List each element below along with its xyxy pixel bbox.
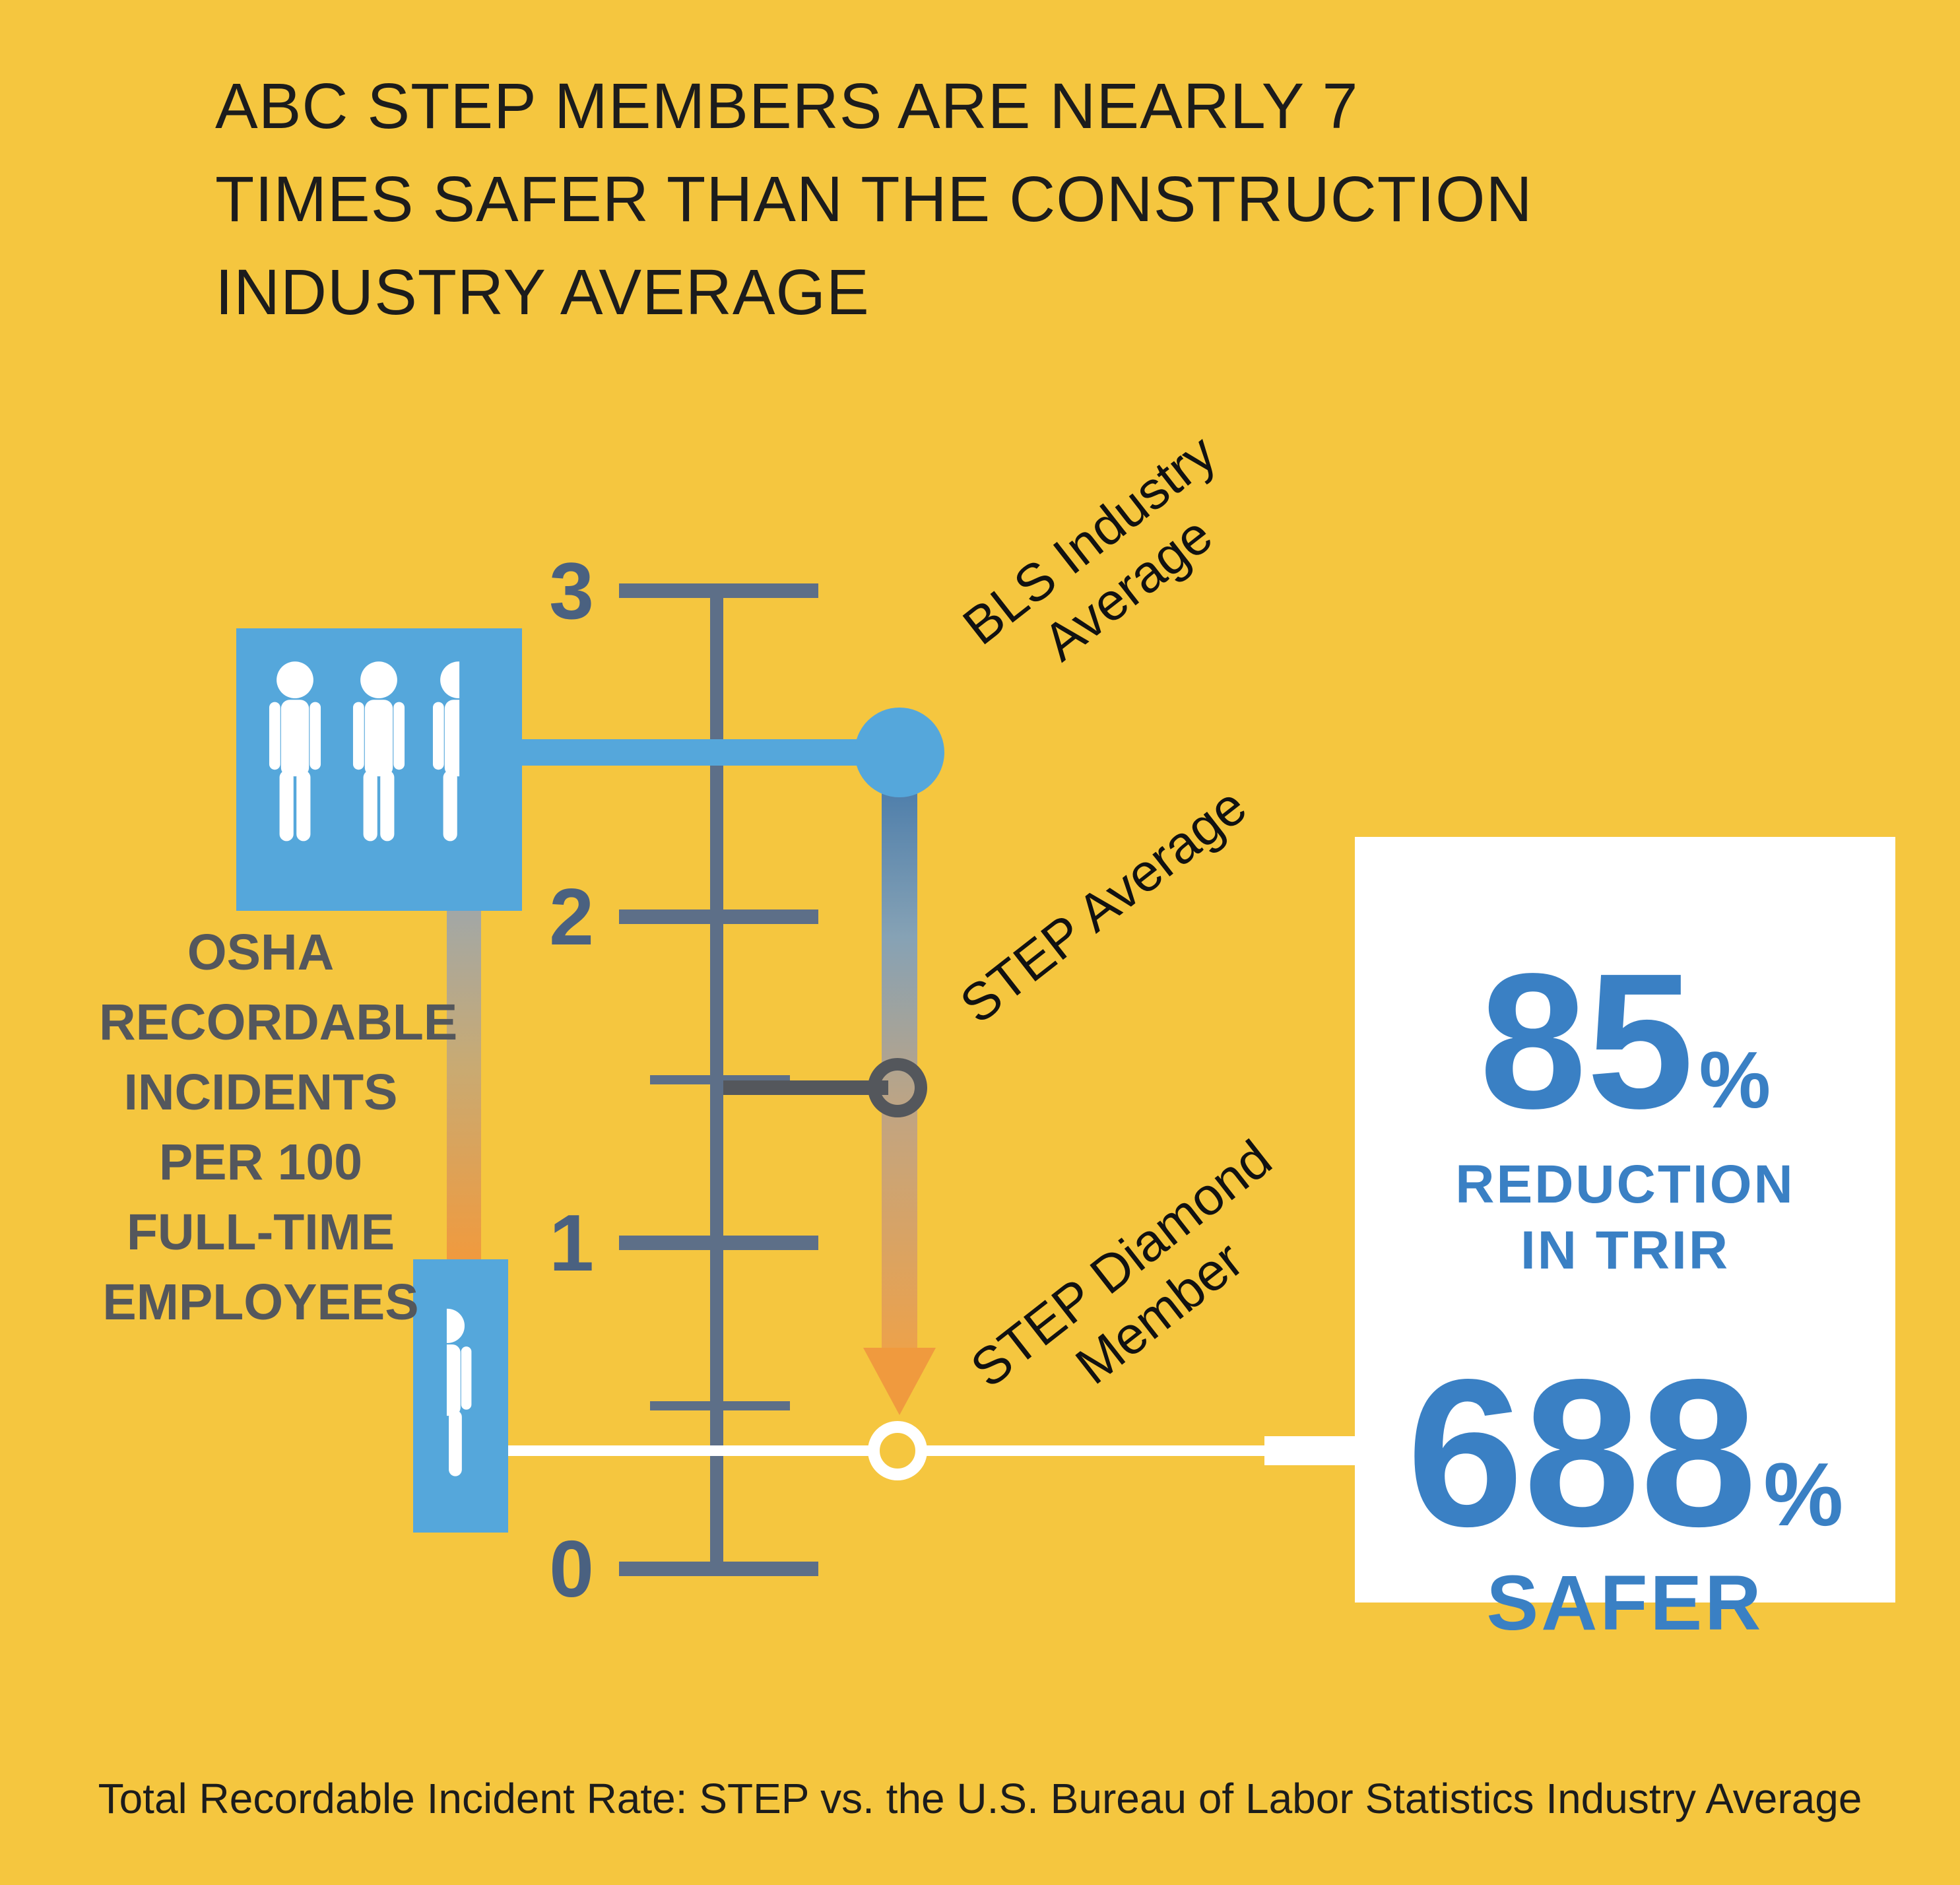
safer-stat: 688 % <box>1406 1335 1844 1570</box>
diamond-connector-bar <box>1264 1436 1357 1465</box>
ruler-tick-3 <box>619 583 818 598</box>
tick-label-2: 2 <box>549 872 594 962</box>
ruler-halftick-0-5 <box>650 1401 790 1410</box>
ruler-tick-1 <box>619 1236 818 1250</box>
y-axis-label-line: INCIDENTS <box>123 1064 398 1121</box>
reduction-caption-line-1: REDUCTION <box>1455 1154 1795 1215</box>
person-icon <box>352 661 405 842</box>
title-line-1: ABC STEP MEMBERS ARE NEARLY 7 <box>215 70 1359 142</box>
step-average-label: STEP Average <box>948 775 1258 1036</box>
chart-caption: Total Recordable Incident Rate: STEP vs.… <box>98 1775 1862 1822</box>
page-title: ABC STEP MEMBERS ARE NEARLY 7 TIMES SAFE… <box>215 59 1533 339</box>
reduction-caption-line-2: IN TRIR <box>1520 1220 1730 1281</box>
people-connector-gradient-strip <box>447 911 481 1259</box>
step-average-label-text: STEP Average <box>949 776 1257 1035</box>
diamond-marker-ring <box>868 1421 927 1480</box>
tick-label-3: 3 <box>549 546 594 636</box>
ruler-tick-0 <box>619 1562 818 1576</box>
safer-caption: SAFER <box>1486 1560 1764 1647</box>
ruler-tick-2 <box>619 909 818 924</box>
tick-label-0: 0 <box>549 1524 594 1614</box>
diamond-connector-line-right <box>924 1445 1267 1456</box>
title-line-3: INDUSTRY AVERAGE <box>215 256 870 328</box>
bls-marker-dot <box>855 708 944 797</box>
y-axis-label-line: PER 100 <box>158 1134 363 1191</box>
person-icon <box>269 661 321 842</box>
bls-connector-line <box>522 739 899 766</box>
step-average-marker-ring <box>868 1058 927 1117</box>
percent-sign: % <box>1699 1035 1771 1125</box>
descent-gradient-line <box>882 759 917 1353</box>
y-axis-label-line: OSHA <box>187 924 335 981</box>
bls-label: BLS Industry Average <box>952 422 1266 706</box>
y-axis-label: OSHA RECORDABLE INCIDENTS PER 100 FULL-T… <box>99 917 458 1337</box>
bls-people-box <box>236 628 522 911</box>
step-average-connector-line <box>723 1080 888 1095</box>
reduction-caption: REDUCTION IN TRIR <box>1455 1152 1794 1284</box>
stats-panel: 85 % REDUCTION IN TRIR 688 % SAFER <box>1355 837 1895 1647</box>
y-axis-label-line: EMPLOYEES <box>102 1274 419 1331</box>
diamond-person-box <box>413 1259 508 1533</box>
tick-label-1: 1 <box>549 1198 594 1288</box>
y-axis-label-line: FULL-TIME <box>126 1204 395 1261</box>
diamond-connector-line-left <box>508 1445 878 1456</box>
reduction-value: 85 <box>1479 933 1694 1148</box>
title-line-2: TIMES SAFER THAN THE CONSTRUCTION <box>215 163 1533 235</box>
y-axis-label-line: RECORDABLE <box>99 994 458 1051</box>
safer-value: 688 <box>1406 1335 1757 1570</box>
half-person-icon <box>432 661 460 842</box>
percent-sign: % <box>1763 1443 1844 1544</box>
reduction-stat: 85 % <box>1479 933 1771 1148</box>
half-person-icon <box>446 1308 472 1476</box>
diamond-label: STEP Diamond Member <box>959 1128 1321 1449</box>
down-arrow-icon <box>863 1348 936 1415</box>
